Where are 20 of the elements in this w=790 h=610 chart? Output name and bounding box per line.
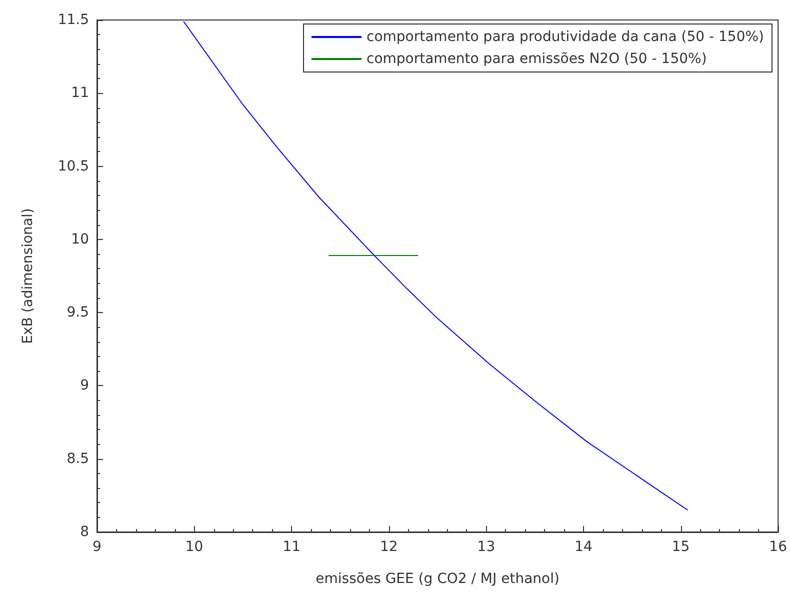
x-tick-label: 12 <box>380 539 398 555</box>
x-tick-label: 15 <box>672 539 690 555</box>
y-tick-label: 10.5 <box>58 158 89 174</box>
y-tick-label: 10 <box>71 231 89 248</box>
legend-label: comportamento para produtividade da cana (50 - 150%) <box>366 29 764 45</box>
y-axis-title: ExB (adimensional) <box>20 208 36 344</box>
x-tick-label: 10 <box>185 539 204 555</box>
y-tick-label: 8 <box>80 524 89 540</box>
y-tick-label: 11.5 <box>58 12 89 28</box>
x-tick-label: 9 <box>92 539 102 555</box>
x-tick-label: 11 <box>282 539 301 555</box>
legend-label: comportamento para emissões N2O (50 - 150%) <box>366 51 707 67</box>
y-tick-label: 8.5 <box>66 450 89 467</box>
x-tick-label: 13 <box>477 539 496 555</box>
x-axis-title: emissões GEE (g CO2 / MJ ethanol) <box>316 571 560 587</box>
x-tick-label: 14 <box>574 539 592 555</box>
y-tick-label: 9.5 <box>66 304 89 321</box>
y-tick-label: 11 <box>71 85 89 102</box>
x-tick-label: 16 <box>769 539 788 555</box>
y-tick-label: 9 <box>80 378 89 394</box>
